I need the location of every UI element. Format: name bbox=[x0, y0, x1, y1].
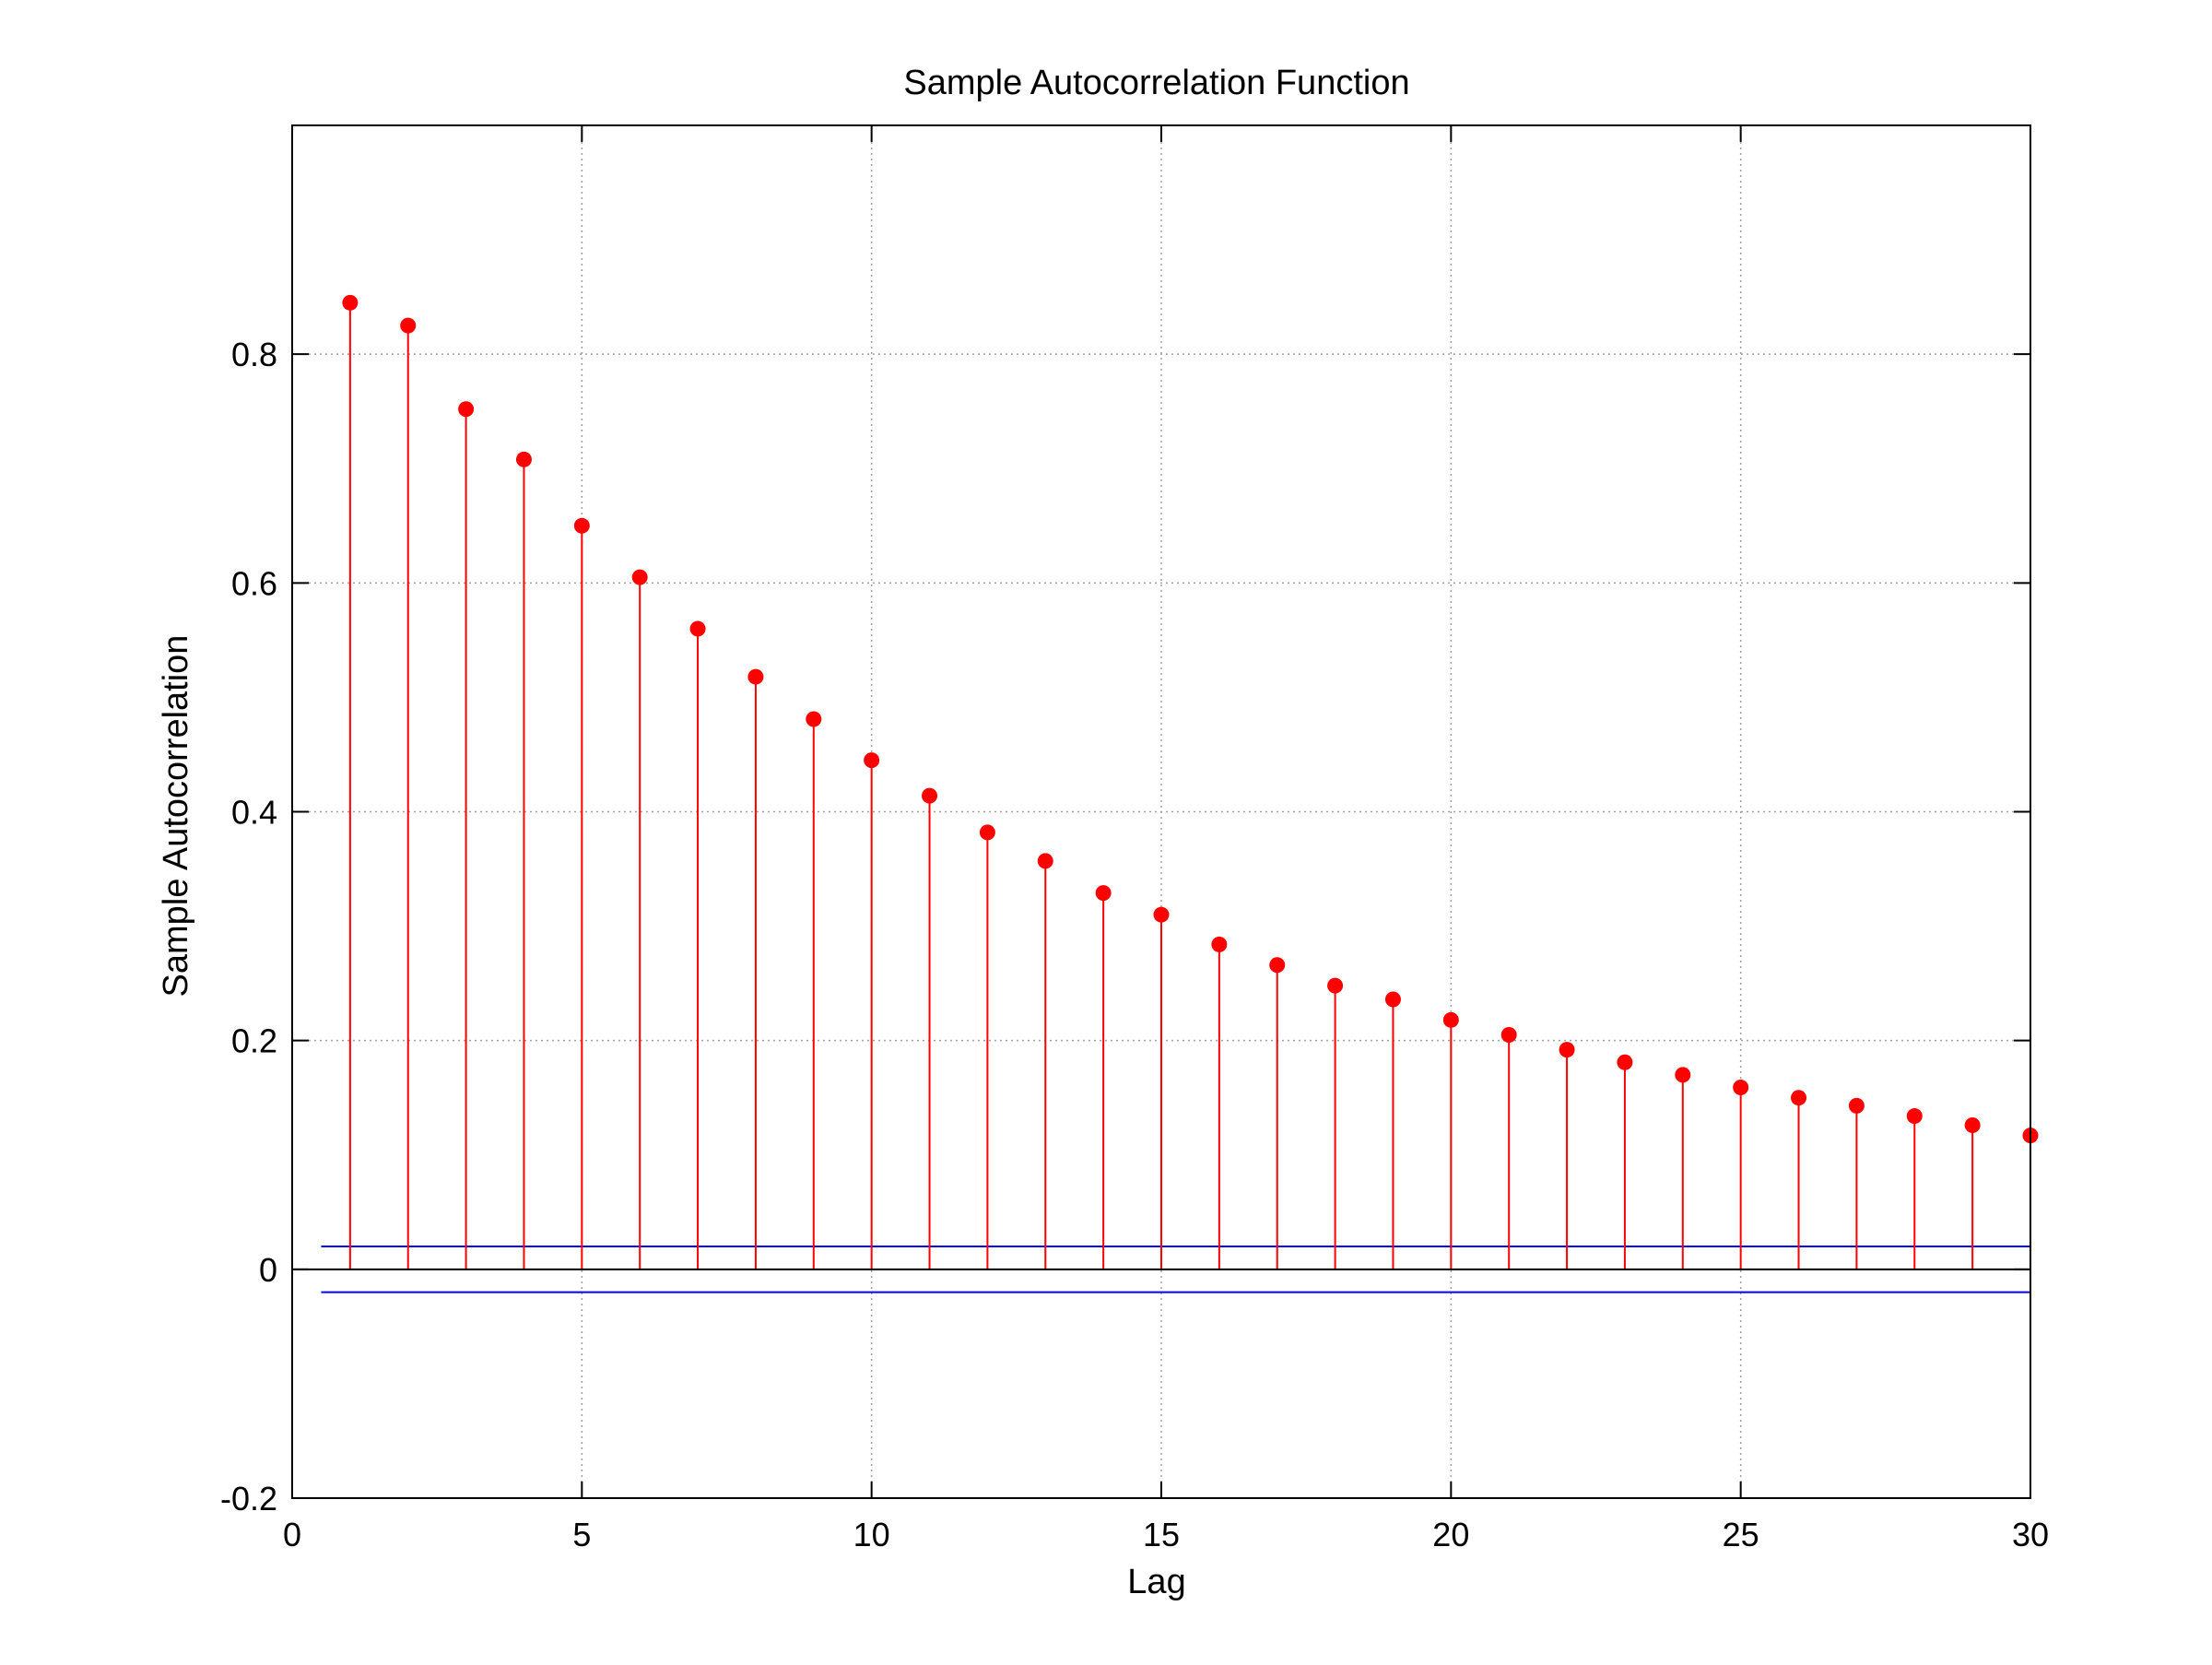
stem-marker-3 bbox=[458, 401, 475, 418]
x-tick-label: 0 bbox=[283, 1516, 301, 1553]
stem-marker-11 bbox=[922, 787, 938, 804]
y-tick-label: -0.2 bbox=[220, 1480, 277, 1517]
x-tick-label: 25 bbox=[1723, 1516, 1759, 1553]
y-tick-label: 0 bbox=[259, 1251, 277, 1289]
stem-marker-19 bbox=[1384, 991, 1401, 1008]
stem-marker-7 bbox=[689, 620, 706, 637]
stem-marker-8 bbox=[747, 668, 764, 685]
stem-marker-13 bbox=[1037, 853, 1053, 869]
stem-marker-12 bbox=[979, 824, 995, 841]
x-tick-label: 5 bbox=[572, 1516, 591, 1553]
tick-labels: 0 5 10 15 20 25 30-0.200.20.40.60.8 bbox=[220, 336, 2049, 1553]
stem-marker-9 bbox=[806, 711, 822, 727]
stem-marker-2 bbox=[400, 317, 417, 334]
stem-marker-23 bbox=[1617, 1054, 1633, 1070]
stem-marker-26 bbox=[1791, 1090, 1807, 1106]
y-axis-label: Sample Autocorrelation bbox=[157, 635, 195, 998]
confidence-bounds bbox=[321, 1246, 2030, 1293]
x-tick-label: 10 bbox=[853, 1516, 890, 1553]
x-tick-label: 15 bbox=[1143, 1516, 1180, 1553]
stem-marker-5 bbox=[573, 517, 590, 534]
stem-marker-4 bbox=[515, 451, 532, 467]
stem-marker-21 bbox=[1500, 1026, 1517, 1043]
stem-marker-6 bbox=[631, 569, 648, 585]
stem-marker-17 bbox=[1269, 957, 1286, 974]
stem-marker-14 bbox=[1095, 885, 1112, 902]
stem-marker-22 bbox=[1559, 1042, 1575, 1058]
x-tick-label: 30 bbox=[2012, 1516, 2049, 1553]
y-tick-label: 0.6 bbox=[231, 564, 277, 602]
stem-marker-16 bbox=[1211, 936, 1228, 952]
stem-marker-28 bbox=[1906, 1108, 1923, 1125]
stem-marker-18 bbox=[1327, 977, 1344, 994]
stem-marker-15 bbox=[1153, 906, 1170, 923]
stem-marker-10 bbox=[864, 752, 880, 769]
x-tick-label: 20 bbox=[1432, 1516, 1469, 1553]
y-tick-label: 0.2 bbox=[231, 1022, 277, 1060]
x-axis-label: Lag bbox=[1127, 1563, 1185, 1601]
stem-marker-25 bbox=[1733, 1080, 1749, 1096]
stem-marker-29 bbox=[1964, 1116, 1981, 1133]
stem-series bbox=[342, 294, 2039, 1269]
stem-marker-27 bbox=[1848, 1097, 1865, 1114]
stem-marker-1 bbox=[342, 294, 359, 311]
chart-title: Sample Autocorrelation Function bbox=[903, 64, 1409, 102]
stem-marker-20 bbox=[1442, 1011, 1459, 1028]
axes bbox=[291, 124, 2031, 1499]
y-tick-label: 0.8 bbox=[231, 336, 277, 373]
y-tick-label: 0.4 bbox=[231, 794, 277, 832]
stem-marker-24 bbox=[1675, 1067, 1691, 1083]
